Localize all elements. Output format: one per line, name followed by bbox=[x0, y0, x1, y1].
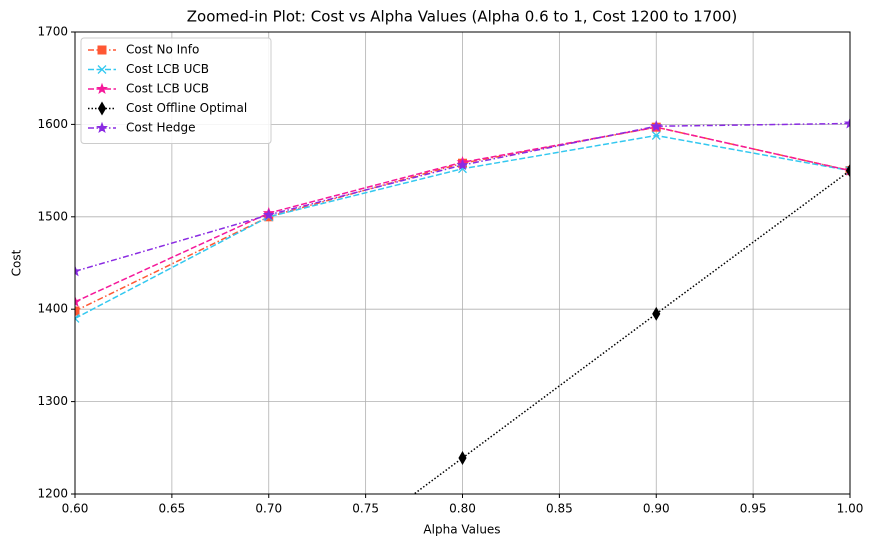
x-tick-label: 1.00 bbox=[837, 502, 864, 516]
marker bbox=[650, 120, 663, 132]
marker bbox=[75, 306, 80, 316]
y-tick-label: 1200 bbox=[37, 487, 68, 501]
plot-area bbox=[75, 117, 850, 494]
legend-label: Cost Offline Optimal bbox=[126, 101, 247, 115]
y-axis-label: Cost bbox=[10, 249, 24, 276]
x-tick-label: 0.85 bbox=[546, 502, 573, 516]
marker bbox=[844, 117, 850, 129]
x-axis-label: Alpha Values bbox=[423, 523, 500, 537]
x-tick-label: 0.75 bbox=[352, 502, 379, 516]
x-tick-label: 0.65 bbox=[159, 502, 186, 516]
marker bbox=[651, 131, 661, 140]
marker bbox=[97, 45, 107, 55]
marker bbox=[96, 121, 108, 134]
legend-label: Cost No Info bbox=[126, 43, 199, 57]
marker bbox=[652, 306, 661, 321]
x-tick-label: 0.95 bbox=[740, 502, 767, 516]
legend-box bbox=[80, 37, 272, 144]
legend-label: Cost LCB UCB bbox=[126, 62, 209, 76]
x-tick-label: 0.80 bbox=[449, 502, 476, 516]
y-tick-label: 1400 bbox=[37, 302, 68, 316]
marker bbox=[75, 313, 80, 323]
marker bbox=[96, 82, 108, 95]
chart-title: Zoomed-in Plot: Cost vs Alpha Values (Al… bbox=[187, 8, 737, 26]
legend-label: Cost Hedge bbox=[126, 121, 196, 135]
legend-label: Cost LCB UCB bbox=[126, 82, 209, 96]
x-tick-label: 0.60 bbox=[62, 502, 89, 516]
marker bbox=[97, 101, 107, 116]
y-tick-label: 1600 bbox=[37, 117, 68, 131]
y-tick-label: 1300 bbox=[37, 394, 68, 408]
y-tick-label: 1700 bbox=[37, 25, 68, 39]
marker bbox=[97, 65, 107, 74]
y-tick-label: 1500 bbox=[37, 209, 68, 223]
marker bbox=[458, 450, 467, 465]
marker bbox=[845, 163, 850, 178]
x-tick-label: 0.70 bbox=[255, 502, 282, 516]
marker bbox=[456, 158, 469, 171]
plot-frame bbox=[74, 31, 851, 495]
marker bbox=[75, 265, 81, 277]
marker bbox=[262, 208, 275, 221]
marker bbox=[75, 295, 81, 307]
x-tick-label: 0.90 bbox=[643, 502, 670, 516]
